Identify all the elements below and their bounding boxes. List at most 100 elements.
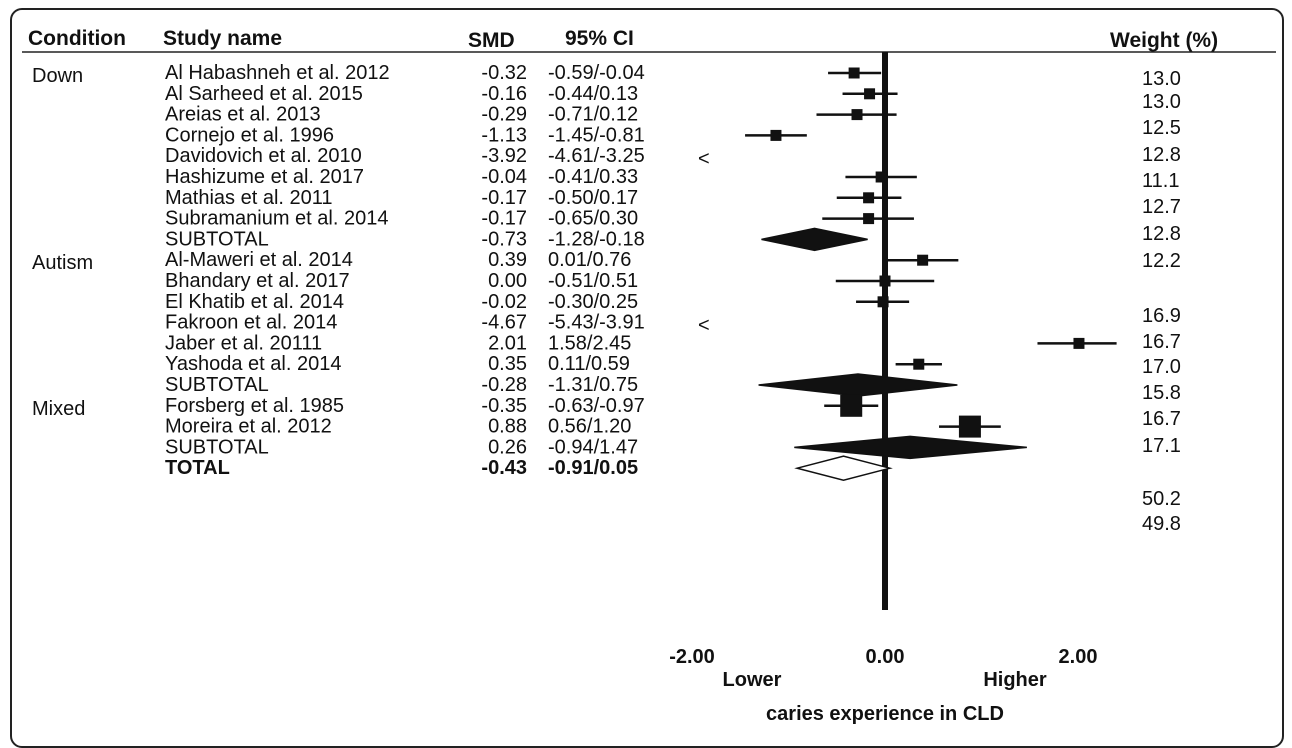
- ci-value: -0.59/-0.04: [548, 62, 645, 84]
- weight-value: 16.7: [1142, 331, 1181, 353]
- weight-value: 13.0: [1142, 91, 1181, 113]
- ci-value: -0.44/0.13: [548, 83, 638, 105]
- weight-value: 49.8: [1142, 513, 1181, 535]
- header-ci: 95% CI: [565, 27, 634, 50]
- smd-value: -0.02: [481, 291, 527, 313]
- smd-value: 2.01: [488, 332, 527, 354]
- smd-value: 0.26: [488, 436, 527, 458]
- ci-value: -0.30/0.25: [548, 291, 638, 313]
- study-name: SUBTOTAL: [165, 436, 269, 458]
- ci-value: 0.01/0.76: [548, 249, 631, 271]
- study-name: Bhandary et al. 2017: [165, 270, 350, 292]
- study-point: [851, 109, 863, 121]
- weight-value: 50.2: [1142, 488, 1181, 510]
- smd-value: -0.73: [481, 228, 527, 250]
- smd-value: -0.32: [481, 62, 527, 84]
- ci-value: -0.94/1.47: [548, 436, 638, 458]
- forest-plot: Condition Study name SMD 95% CI Weight (…: [22, 27, 1276, 725]
- condition-label: Autism: [32, 252, 93, 274]
- study-name: Hashizume et al. 2017: [165, 166, 364, 188]
- weight-value: 12.8: [1142, 144, 1181, 166]
- study-point: [875, 171, 887, 183]
- study-name: Al Habashneh et al. 2012: [165, 62, 390, 84]
- smd-value: -0.29: [481, 104, 527, 126]
- smd-value: -0.17: [481, 187, 527, 209]
- header-weight: Weight (%): [1110, 29, 1218, 52]
- study-name: Fakroon et al. 2014: [165, 312, 337, 334]
- study-name: Davidovich et al. 2010: [165, 145, 362, 167]
- study-name: Al-Maweri et al. 2014: [165, 249, 353, 271]
- study-point: [770, 129, 782, 141]
- header-smd: SMD: [468, 29, 515, 52]
- x-tick-label: 2.00: [1059, 646, 1098, 668]
- smd-value: -0.17: [481, 208, 527, 230]
- x-axis-title: caries experience in CLD: [766, 703, 1004, 725]
- ci-value: -1.28/-0.18: [548, 228, 645, 250]
- subtotal-diamond: [758, 373, 958, 397]
- study-point: [958, 415, 981, 438]
- weight-value: 16.9: [1142, 305, 1181, 327]
- condition-label: Mixed: [32, 398, 85, 420]
- ci-value: -5.43/-3.91: [548, 312, 645, 334]
- ci-value: -1.31/0.75: [548, 374, 638, 396]
- smd-value: -1.13: [481, 124, 527, 146]
- study-name: Areias et al. 2013: [165, 104, 321, 126]
- lower-label: Lower: [723, 669, 782, 691]
- ci-value: 1.58/2.45: [548, 332, 631, 354]
- subtotal-diamond: [794, 435, 1027, 460]
- smd-value: 0.39: [488, 249, 527, 271]
- weight-value: 12.8: [1142, 223, 1181, 245]
- smd-value: 0.00: [488, 270, 527, 292]
- smd-value: -0.43: [481, 457, 527, 479]
- weight-value: 13.0: [1142, 68, 1181, 90]
- study-point: [863, 192, 875, 204]
- study-point: [913, 358, 925, 370]
- study-name: El Khatib et al. 2014: [165, 291, 344, 313]
- study-name: SUBTOTAL: [165, 228, 269, 250]
- study-point: [864, 88, 876, 100]
- study-point: [1073, 337, 1085, 349]
- study-name: Yashoda et al. 2014: [165, 353, 341, 375]
- weight-value: 16.7: [1142, 408, 1181, 430]
- study-point: [877, 296, 889, 308]
- weight-value: 12.2: [1142, 250, 1181, 272]
- plot-area: < < -2.00 0.00 2.00 Lower Higher caries experie…: [669, 52, 1117, 725]
- subtotal-diamond: [761, 227, 868, 252]
- header-condition: Condition: [28, 27, 126, 50]
- x-tick-label: 0.00: [866, 646, 905, 668]
- study-name: Jaber et al. 20111: [165, 332, 322, 354]
- weight-value: 11.1: [1142, 170, 1179, 192]
- smd-value: -0.28: [481, 374, 527, 396]
- ci-value: -0.41/0.33: [548, 166, 638, 188]
- study-name: SUBTOTAL: [165, 374, 269, 396]
- ci-value: -0.50/0.17: [548, 187, 638, 209]
- ci-value: 0.11/0.59: [548, 353, 630, 375]
- condition-label: Down: [32, 65, 83, 87]
- study-name: Mathias et al. 2011: [165, 187, 333, 209]
- ci-value: -0.65/0.30: [548, 208, 638, 230]
- study-name: Moreira et al. 2012: [165, 416, 332, 438]
- study-point: [840, 394, 863, 417]
- higher-label: Higher: [983, 669, 1047, 691]
- weight-value: 12.5: [1142, 117, 1181, 139]
- study-point: [848, 67, 860, 79]
- smd-value: -4.67: [481, 312, 527, 334]
- ci-value: -0.51/0.51: [548, 270, 638, 292]
- smd-value: 0.88: [488, 416, 527, 438]
- total-diamond: [794, 455, 893, 481]
- x-tick-label: -2.00: [669, 646, 715, 668]
- weight-value: 17.1: [1142, 435, 1181, 457]
- weight-value: 12.7: [1142, 196, 1181, 218]
- study-point: [917, 254, 929, 266]
- smd-value: -3.92: [481, 145, 527, 167]
- ci-value: -4.61/-3.25: [548, 145, 645, 167]
- weight-value: 15.8: [1142, 382, 1181, 404]
- ci-value: -1.45/-0.81: [548, 124, 645, 146]
- ci-value: -0.91/0.05: [548, 457, 638, 479]
- study-name: Subramanium et al. 2014: [165, 208, 388, 230]
- smd-value: -0.16: [481, 83, 527, 105]
- ci-value: 0.56/1.20: [548, 416, 631, 438]
- study-point: [879, 275, 891, 287]
- table-rows: Down Al Habashneh et al. 2012 -0.32 -0.59/-…: [32, 62, 1181, 535]
- off-scale-marker: <: [698, 148, 710, 170]
